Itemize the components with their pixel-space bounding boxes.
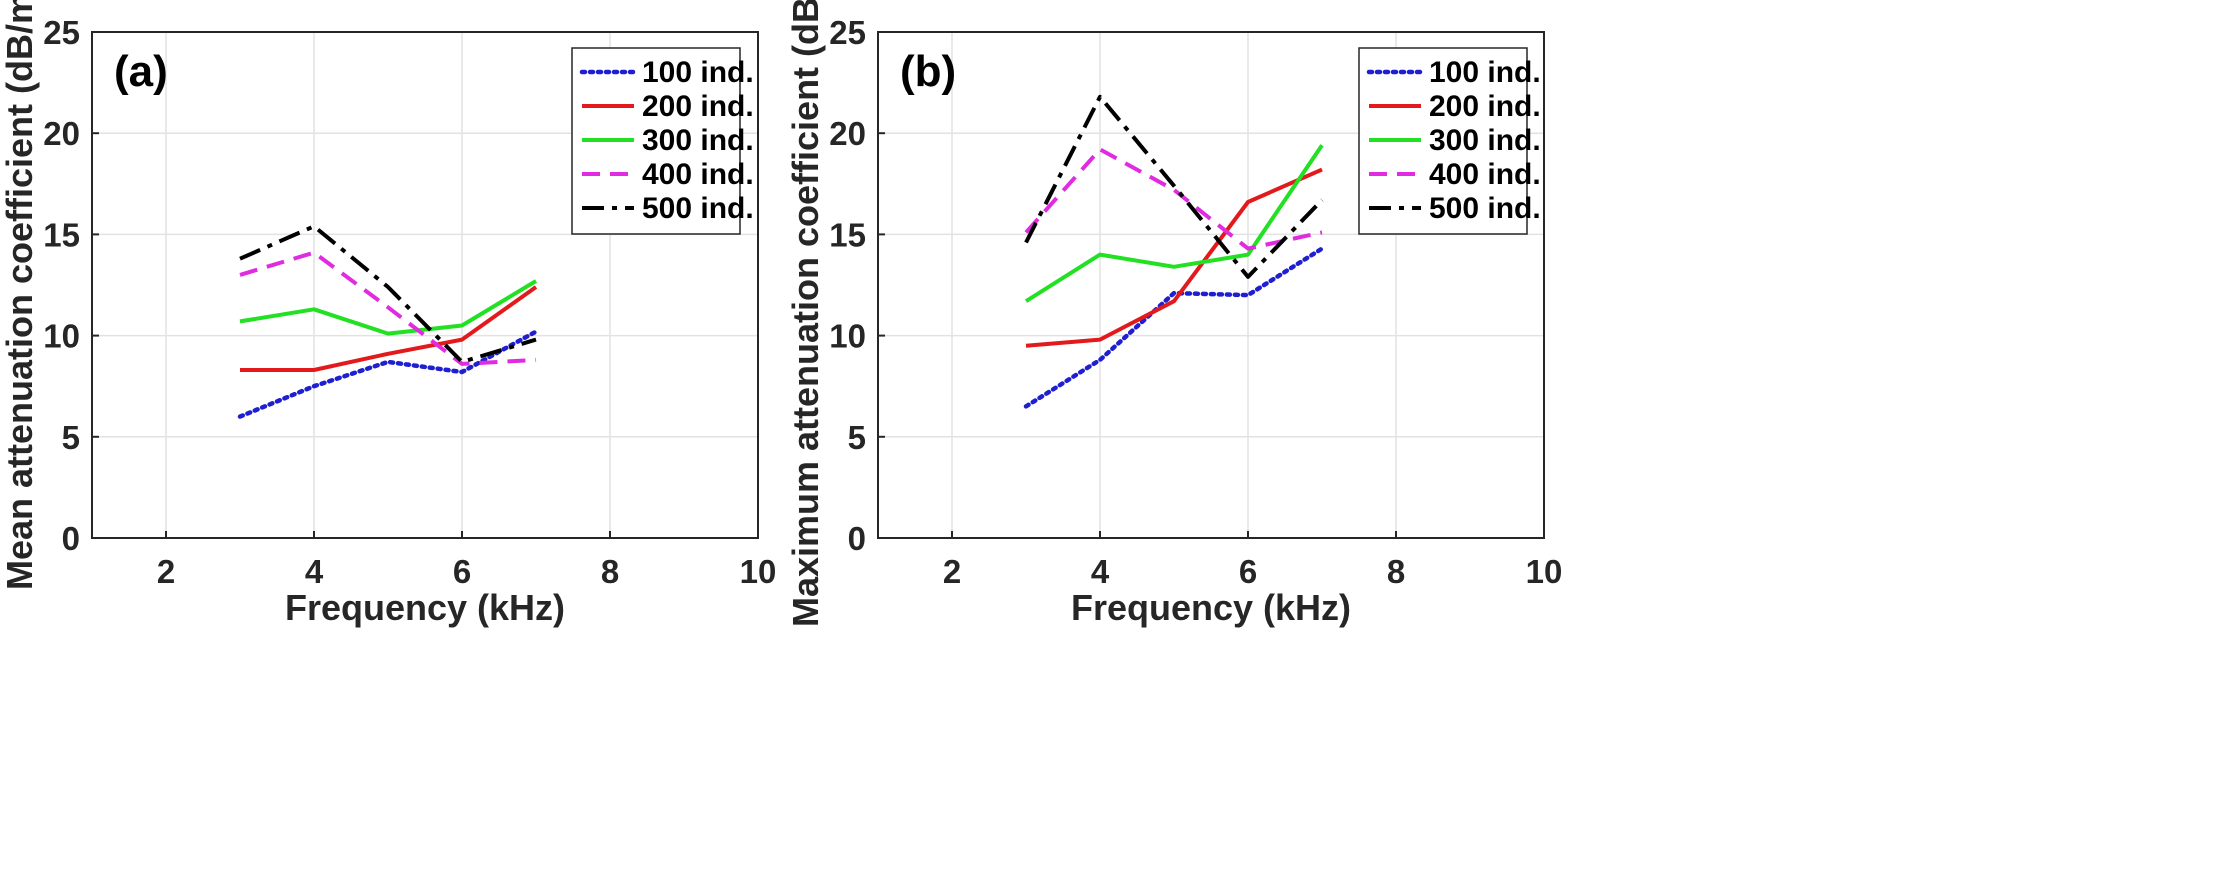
legend-label: 400 ind. xyxy=(642,158,754,191)
y-tick-label: 5 xyxy=(848,419,866,456)
series-line-100-ind xyxy=(237,329,539,419)
legend-label: 100 ind. xyxy=(1429,56,1541,89)
panel-label: (a) xyxy=(114,47,168,96)
legend-label: 500 ind. xyxy=(1429,192,1541,225)
x-tick-label: 6 xyxy=(453,553,471,590)
legend-label: 300 ind. xyxy=(642,124,754,157)
legend-label: 300 ind. xyxy=(1429,124,1541,157)
x-tick-label: 4 xyxy=(305,553,324,590)
legend: 100 ind.200 ind.300 ind.400 ind.500 ind. xyxy=(1358,47,1541,235)
legend-label: 400 ind. xyxy=(1429,158,1541,191)
y-tick-label: 0 xyxy=(62,520,80,557)
panel-label: (b) xyxy=(900,47,956,96)
y-tick-label: 20 xyxy=(43,115,80,152)
chart-panel-2: 2 4 6 8 10 0 5 10 15 20 25 Frequency (kHz) Maximum a… xyxy=(785,0,1562,628)
chart-panel-1: 2 4 6 8 10 0 5 10 15 20 25 Frequency (kHz) Mean atte… xyxy=(0,0,776,628)
legend-label: 100 ind. xyxy=(642,56,754,89)
series-line-300-ind xyxy=(1024,144,1324,303)
x-tick-label: 10 xyxy=(740,553,777,590)
x-axis-label: Frequency (kHz) xyxy=(1071,587,1351,628)
x-tick-label: 8 xyxy=(1387,553,1405,590)
x-tick-label: 6 xyxy=(1239,553,1257,590)
series-line-200-ind xyxy=(1025,167,1323,348)
y-axis-label: Maximum attenuation coefficient (dB/m) xyxy=(785,0,826,627)
axes-frame xyxy=(877,31,1545,539)
x-axis-label: Frequency (kHz) xyxy=(285,587,565,628)
x-tick-label: 2 xyxy=(943,553,961,590)
y-axis-label: Mean attenuation coefficient (dB/m) xyxy=(0,0,40,590)
y-tick-label: 5 xyxy=(62,419,80,456)
y-tick-label: 10 xyxy=(43,318,80,355)
legend-label: 500 ind. xyxy=(642,192,754,225)
y-tick-label: 25 xyxy=(43,14,80,51)
legend-label: 200 ind. xyxy=(1429,90,1541,123)
y-tick-label: 15 xyxy=(43,216,80,253)
x-tick-label: 8 xyxy=(601,553,619,590)
series-line-100-ind xyxy=(1023,246,1325,409)
legend-label: 200 ind. xyxy=(642,90,754,123)
y-tick-label: 10 xyxy=(829,318,866,355)
x-tick-label: 10 xyxy=(1526,553,1563,590)
y-tick-label: 0 xyxy=(848,520,866,557)
axes-frame xyxy=(91,31,759,539)
y-tick-label: 15 xyxy=(829,216,866,253)
series-line-200-ind xyxy=(240,285,538,372)
series-line-300-ind xyxy=(239,279,538,336)
series-line-400-ind xyxy=(239,250,537,366)
y-tick-label: 25 xyxy=(829,14,866,51)
legend: 100 ind.200 ind.300 ind.400 ind.500 ind. xyxy=(571,47,754,235)
series-line-500-ind xyxy=(1024,94,1324,279)
y-tick-label: 20 xyxy=(829,115,866,152)
x-tick-label: 4 xyxy=(1091,553,1110,590)
x-tick-label: 2 xyxy=(157,553,175,590)
series-line-500-ind xyxy=(239,224,537,364)
series-line-400-ind xyxy=(1024,147,1323,251)
